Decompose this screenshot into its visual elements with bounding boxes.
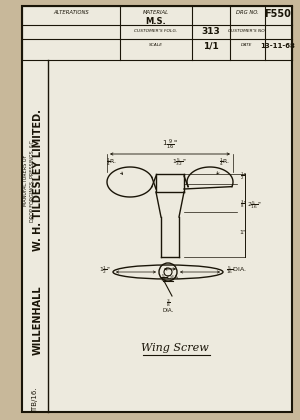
Text: ALTERATIONS: ALTERATIONS <box>53 10 89 15</box>
Text: $\frac{1}{4}$R.: $\frac{1}{4}$R. <box>106 156 123 174</box>
Text: 1/1: 1/1 <box>203 42 219 50</box>
Text: CUSTOMER'S FOLG.: CUSTOMER'S FOLG. <box>134 29 178 33</box>
Text: 313: 313 <box>202 27 220 37</box>
Text: Wing Screw: Wing Screw <box>141 343 209 353</box>
Text: W. H. TILDESLEY LIMITED.: W. H. TILDESLEY LIMITED. <box>33 109 43 251</box>
Text: DRG NO.: DRG NO. <box>236 10 258 15</box>
Text: JTB/16.: JTB/16. <box>32 388 38 412</box>
Text: $1\frac{1}{2}$": $1\frac{1}{2}$" <box>99 264 111 276</box>
Text: SCALE: SCALE <box>149 43 163 47</box>
Text: $\frac{5}{16}$DIA.: $\frac{5}{16}$DIA. <box>226 264 247 276</box>
Text: $\frac{5}{16}$DIA.: $\frac{5}{16}$DIA. <box>160 272 180 284</box>
Text: MANUFACTURERS OF
DROP FORGINGS, PRESSINGS, &C.: MANUFACTURERS OF DROP FORGINGS, PRESSING… <box>23 138 35 222</box>
Text: $1\frac{5}{32}$": $1\frac{5}{32}$" <box>172 156 187 168</box>
Text: $\frac{3}{8}$: $\frac{3}{8}$ <box>166 297 170 309</box>
Text: M.S.: M.S. <box>146 16 167 26</box>
Text: $\frac{3}{8}$": $\frac{3}{8}$" <box>240 198 247 210</box>
Text: 13-11-68: 13-11-68 <box>261 43 296 49</box>
Text: F550: F550 <box>265 9 291 19</box>
Text: DIA.: DIA. <box>162 309 174 313</box>
Text: $1\frac{9}{16}$": $1\frac{9}{16}$" <box>162 138 178 152</box>
Text: WILLENHALL: WILLENHALL <box>33 285 43 355</box>
Text: $2\frac{5}{16}$": $2\frac{5}{16}$" <box>247 200 262 212</box>
Text: MATERIAL: MATERIAL <box>143 10 169 15</box>
Text: $\frac{1}{2}$": $\frac{1}{2}$" <box>240 170 247 182</box>
Text: $\frac{1}{4}$R.: $\frac{1}{4}$R. <box>217 156 231 174</box>
Text: CUSTOMER'S NO.: CUSTOMER'S NO. <box>228 29 266 33</box>
Text: $1$": $1$" <box>239 228 247 236</box>
Text: DATE: DATE <box>241 43 253 47</box>
